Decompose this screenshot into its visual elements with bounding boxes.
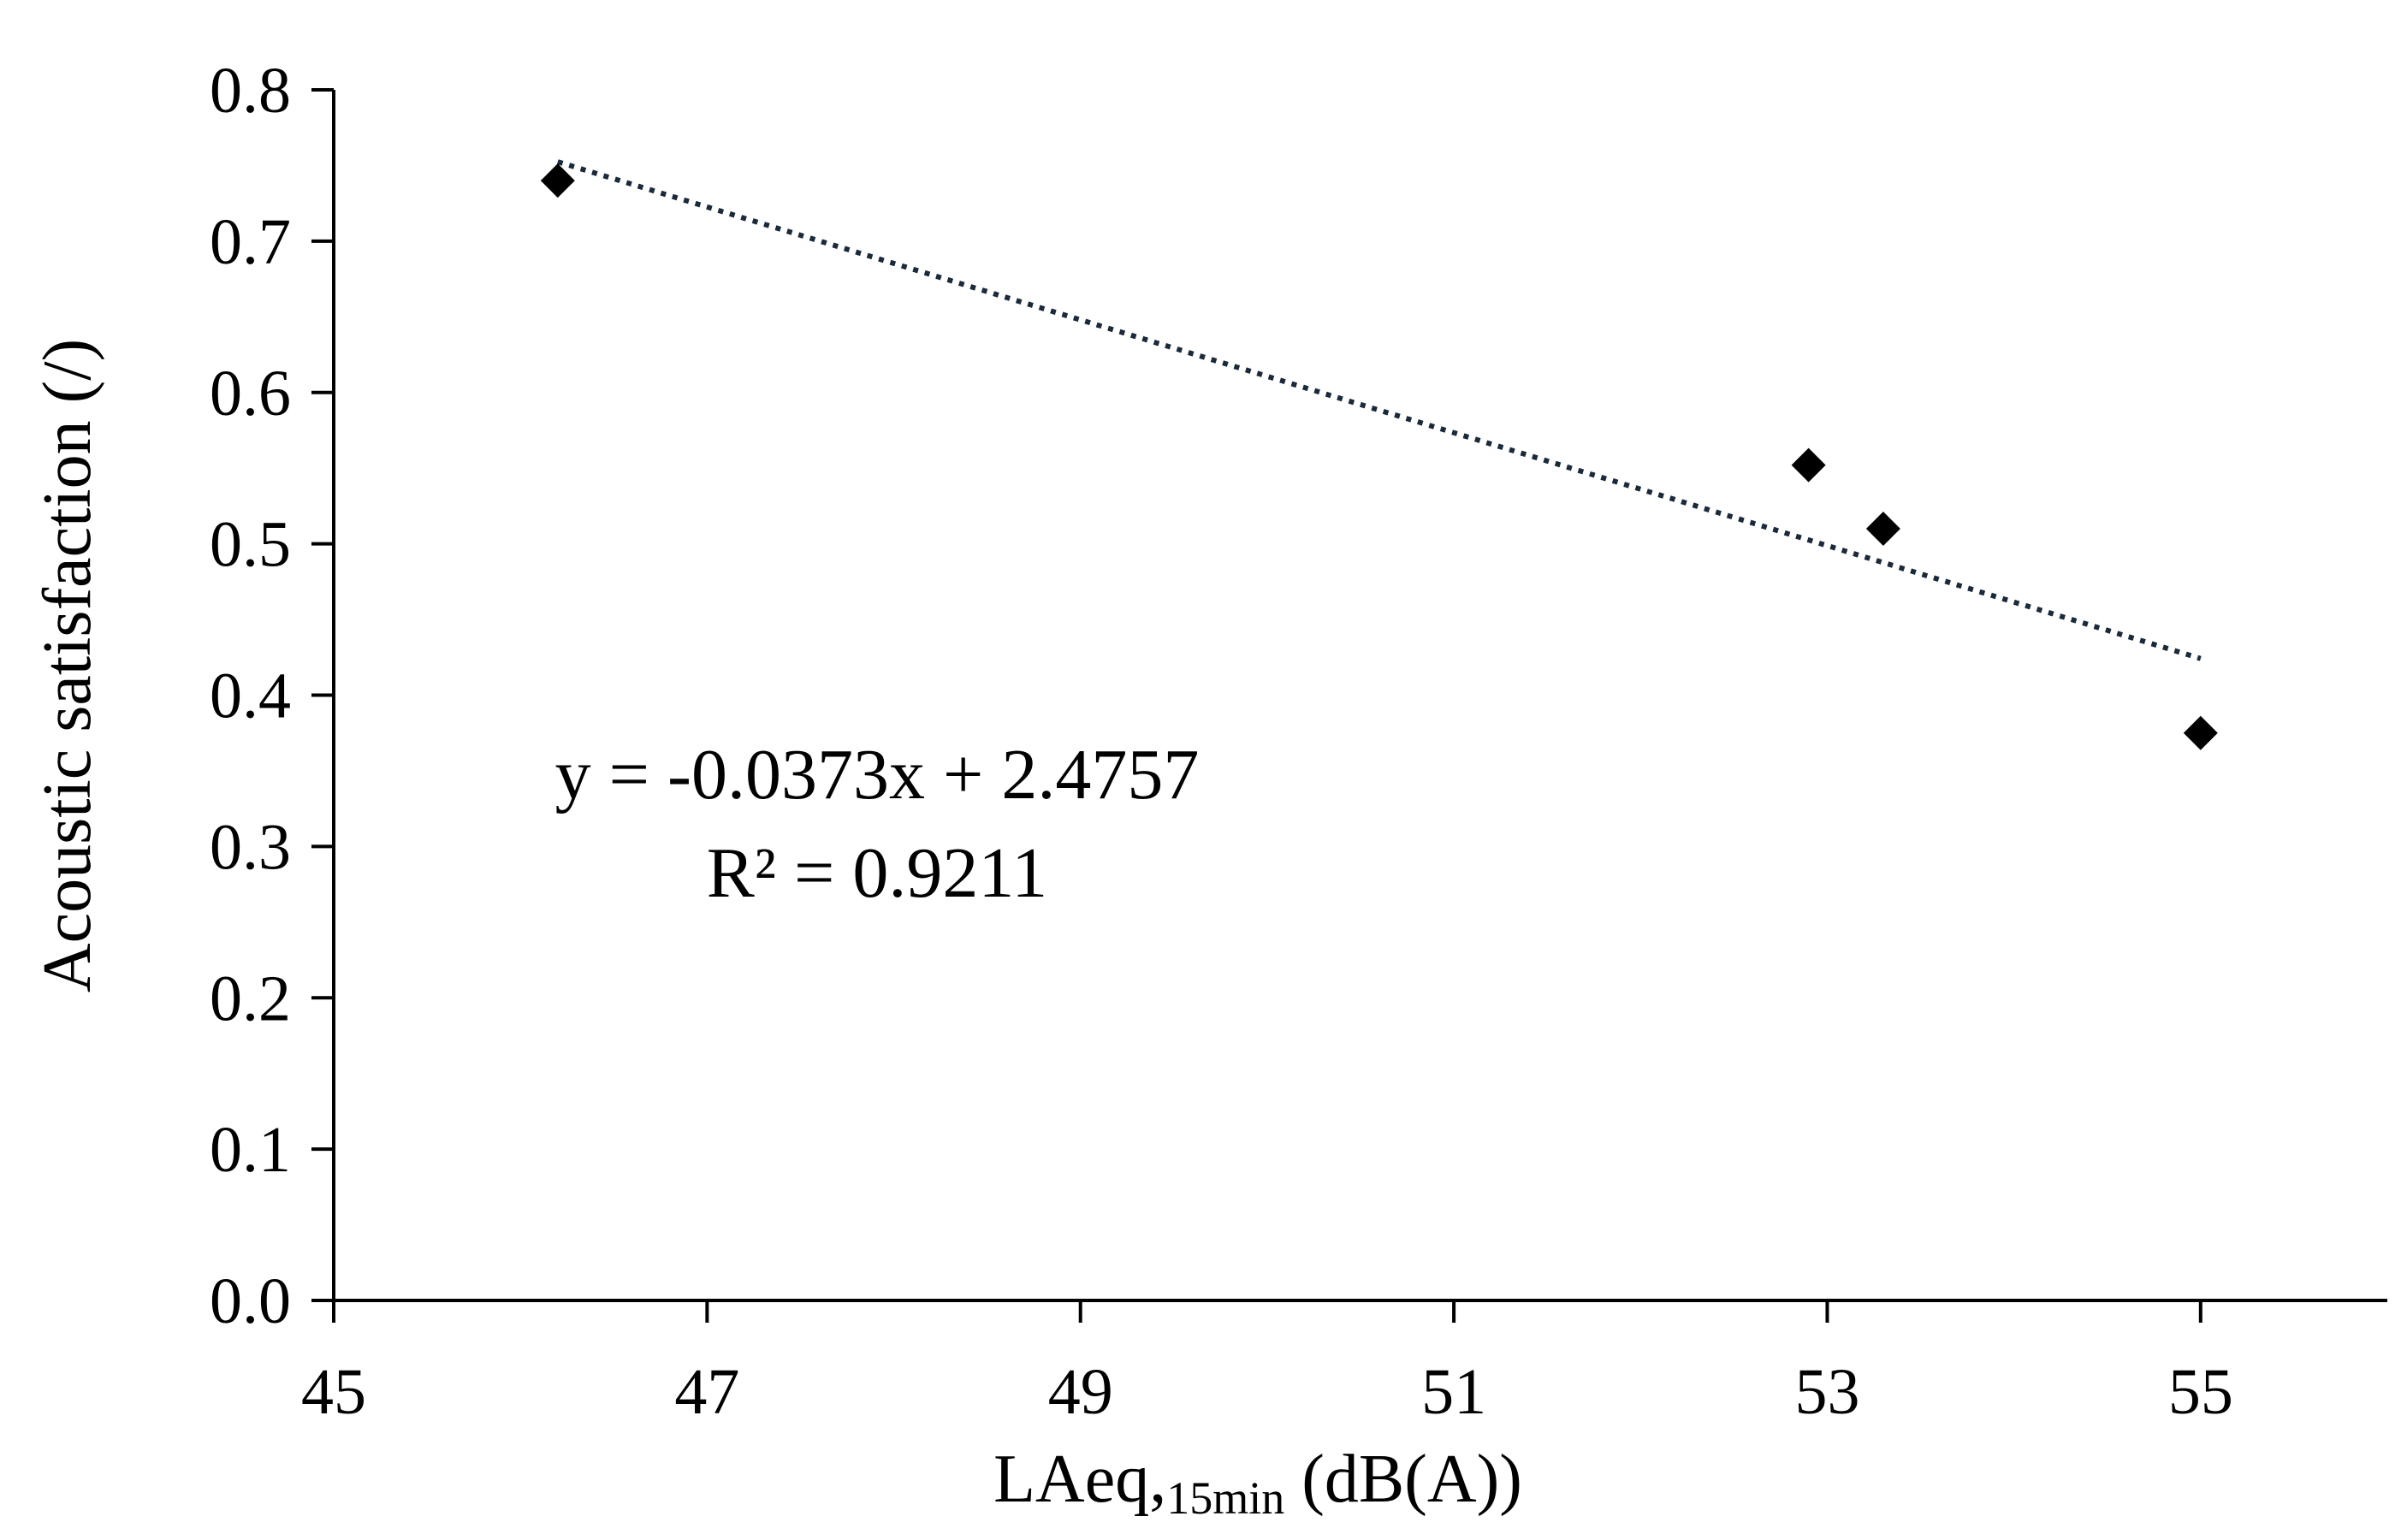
x-axis: 45 47 49 51 53 55 bbox=[301, 1299, 2387, 1428]
y-axis: 0.0 0.1 0.2 0.3 0.4 0.5 0.6 0.7 0.8 bbox=[210, 55, 335, 1337]
x-tick-label: 55 bbox=[2168, 1356, 2233, 1428]
y-tick-label: 0.0 bbox=[210, 1265, 291, 1337]
y-tick-label: 0.1 bbox=[210, 1114, 291, 1186]
x-tick-label: 49 bbox=[1048, 1356, 1113, 1428]
x-tick-label: 45 bbox=[301, 1356, 366, 1428]
x-axis-title-main: LAeq, bbox=[993, 1442, 1166, 1517]
y-tick-label: 0.2 bbox=[210, 962, 291, 1034]
x-tick-label: 53 bbox=[1794, 1356, 1859, 1428]
data-point bbox=[1865, 511, 1900, 546]
y-tick-label: 0.6 bbox=[210, 358, 291, 429]
trendline bbox=[556, 159, 2202, 661]
x-axis-title: LAeq,15min (dB(A)) bbox=[993, 1442, 1522, 1524]
data-point bbox=[540, 163, 575, 198]
y-tick-label: 0.8 bbox=[210, 55, 291, 127]
r-squared: R² = 0.9211 bbox=[707, 833, 1047, 913]
x-tick-label: 47 bbox=[674, 1356, 739, 1428]
x-tick-label: 51 bbox=[1421, 1356, 1486, 1428]
trend-equation: y = -0.0373x + 2.4757 bbox=[555, 735, 1200, 814]
y-tick-label: 0.7 bbox=[210, 206, 291, 278]
y-tick-label: 0.4 bbox=[210, 660, 291, 732]
y-axis-title: Acoustic satisfaction (/) bbox=[30, 339, 105, 992]
trendline-group bbox=[556, 159, 2202, 661]
data-point bbox=[1791, 447, 1826, 483]
data-points bbox=[540, 163, 2218, 750]
x-axis-title-rest: (dB(A)) bbox=[1284, 1442, 1522, 1517]
y-tick-label: 0.3 bbox=[210, 811, 291, 883]
data-point bbox=[2183, 715, 2218, 750]
x-axis-title-subscript: 15min bbox=[1166, 1472, 1284, 1524]
y-tick-label: 0.5 bbox=[210, 509, 291, 581]
